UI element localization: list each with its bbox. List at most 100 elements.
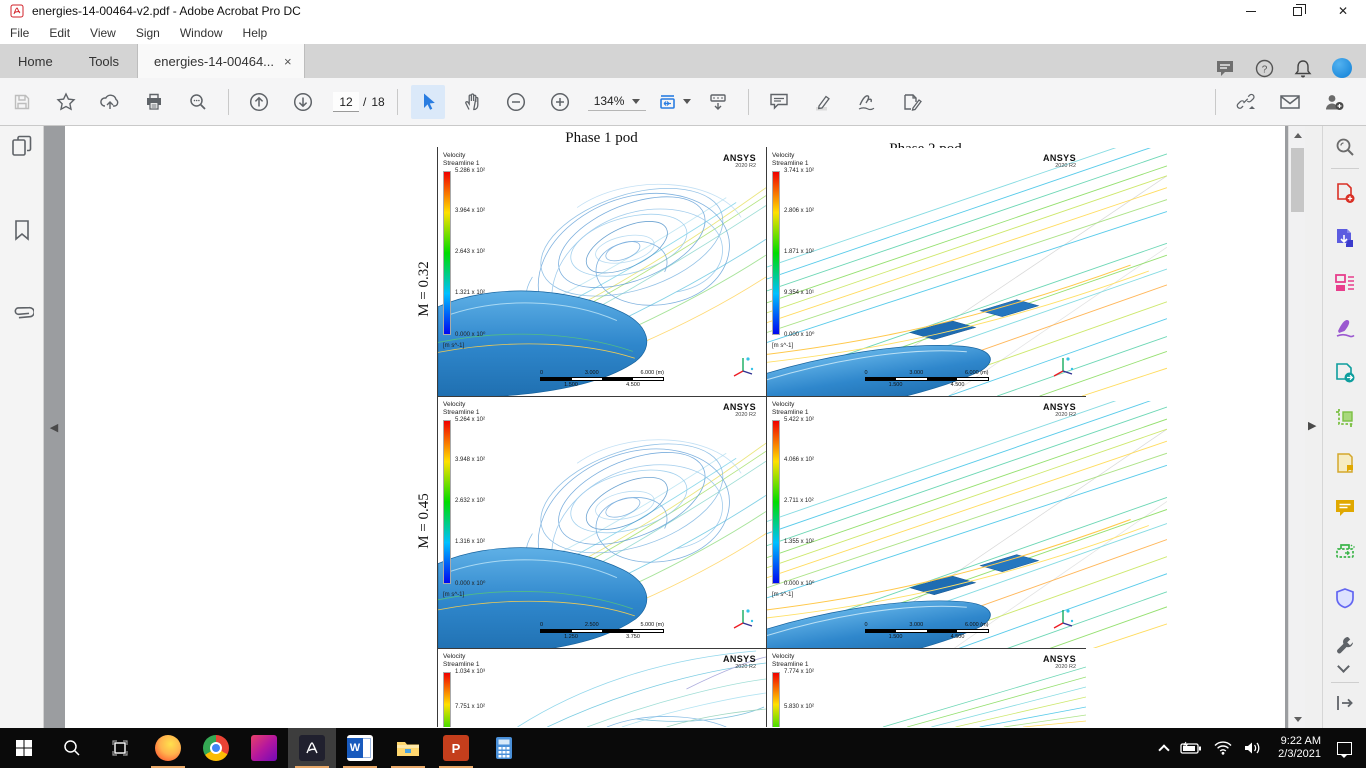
colorbar <box>772 170 780 335</box>
comment-note-button[interactable] <box>762 85 796 119</box>
print-button[interactable] <box>137 85 171 119</box>
zoom-out-button[interactable] <box>499 85 533 119</box>
colorbar-tick: 7.751 x 10² <box>455 703 486 710</box>
tab-tools[interactable]: Tools <box>88 53 120 69</box>
taskbar-word[interactable]: W <box>336 728 384 768</box>
legend-title: Velocity Streamline 1 <box>443 653 480 668</box>
zoom-in-button[interactable] <box>543 85 577 119</box>
taskbar-powerpoint[interactable]: P <box>432 728 480 768</box>
star-button[interactable] <box>49 85 83 119</box>
highlight-button[interactable] <box>806 85 840 119</box>
wifi-icon[interactable] <box>1214 741 1232 755</box>
bookmarks-icon[interactable] <box>10 218 34 242</box>
taskbar-search-button[interactable] <box>48 728 96 768</box>
colorbar-tick: 2.806 x 10² <box>784 208 815 215</box>
export-pdf-icon[interactable] <box>1334 227 1356 249</box>
start-button[interactable] <box>0 728 48 768</box>
create-pdf-icon[interactable] <box>1334 182 1356 204</box>
protect-shield-icon[interactable] <box>1334 587 1356 609</box>
ansys-logo: ANSYS 2020 R2 <box>1042 153 1076 170</box>
windows-logo-icon <box>16 740 32 756</box>
menu-view[interactable]: View <box>90 26 116 40</box>
stamp-comment-icon[interactable] <box>1334 497 1356 519</box>
scan-ocr-icon[interactable] <box>1334 542 1356 564</box>
attachments-paperclip-icon[interactable] <box>10 302 34 326</box>
close-button[interactable]: ✕ <box>1337 4 1349 18</box>
sign-button[interactable] <box>850 85 884 119</box>
find-tool-icon[interactable] <box>1334 136 1356 158</box>
tray-chevron-up-icon[interactable] <box>1158 744 1170 756</box>
find-button[interactable] <box>181 85 215 119</box>
window-title: energies-14-00464-v2.pdf - Adobe Acrobat… <box>32 4 301 18</box>
battery-icon[interactable] <box>1180 741 1202 755</box>
save-button[interactable] <box>5 85 39 119</box>
taskbar-acrobat[interactable] <box>288 728 336 768</box>
scroll-up-arrow[interactable] <box>1289 126 1306 144</box>
notifications-bell-icon[interactable] <box>1294 59 1312 78</box>
organize-pages-icon[interactable] <box>1334 272 1356 294</box>
edit-pdf-crop-icon[interactable] <box>1334 407 1356 429</box>
previous-page-arrow[interactable]: ◀ <box>49 422 59 434</box>
menu-edit[interactable]: Edit <box>49 26 71 40</box>
taskbar-calculator[interactable] <box>480 728 528 768</box>
fill-sign-icon[interactable] <box>1334 452 1356 474</box>
action-center-icon[interactable] <box>1337 741 1352 758</box>
ansys-logo: ANSYS 2020 R2 <box>1042 654 1076 671</box>
streamline-plot <box>767 649 1086 727</box>
minimize-button[interactable] <box>1228 0 1274 22</box>
figure-grid-line <box>766 147 767 727</box>
previous-page-button[interactable] <box>242 85 276 119</box>
task-view-button[interactable] <box>96 728 144 768</box>
scrollbar-thumb[interactable] <box>1291 148 1304 212</box>
help-icon[interactable]: ? <box>1255 59 1274 78</box>
taskbar-chrome[interactable] <box>192 728 240 768</box>
zoom-level-dropdown[interactable]: 134% <box>587 92 647 111</box>
left-nav-pane <box>0 126 44 728</box>
colorbar <box>772 671 780 727</box>
feedback-icon[interactable] <box>1215 59 1235 77</box>
volume-icon[interactable] <box>1244 741 1262 755</box>
tab-home[interactable]: Home <box>18 53 53 69</box>
hand-tool-button[interactable] <box>455 85 489 119</box>
comment-tool-icon[interactable] <box>1334 317 1356 339</box>
chevron-down-icon[interactable] <box>1337 660 1350 673</box>
share-link-button[interactable] <box>1229 85 1263 119</box>
next-page-button[interactable] <box>286 85 320 119</box>
tab-close-icon[interactable]: × <box>284 53 292 69</box>
colorbar-tick: 4.066 x 10² <box>784 457 815 464</box>
tab-document[interactable]: energies-14-00464... × <box>137 44 305 78</box>
cfd-panel-phase2-m032: Velocity Streamline 1 3.741 x 10² 2.806 … <box>767 148 1086 396</box>
ansys-logo: ANSYS 2020 R2 <box>722 654 756 671</box>
taskbar-creative-cloud[interactable] <box>240 728 288 768</box>
legend-units: [m s^-1] <box>443 591 465 598</box>
scroll-down-arrow[interactable] <box>1289 710 1306 728</box>
share-pdf-icon[interactable] <box>1334 362 1356 384</box>
menu-file[interactable]: File <box>10 26 30 40</box>
select-tool-button[interactable] <box>410 84 445 119</box>
menu-window[interactable]: Window <box>179 26 223 40</box>
vertical-scrollbar[interactable] <box>1288 126 1305 728</box>
share-cloud-button[interactable] <box>93 85 127 119</box>
firefox-icon <box>155 735 181 761</box>
page-display-button[interactable] <box>701 85 735 119</box>
taskbar-file-explorer[interactable] <box>384 728 432 768</box>
document-canvas[interactable]: ◀ Phase 1 pod Phase 2 pod M = 0.32 M = 0… <box>44 126 1288 728</box>
menu-help[interactable]: Help <box>242 26 268 40</box>
share-people-button[interactable] <box>1317 85 1351 119</box>
account-avatar[interactable] <box>1332 58 1352 78</box>
restore-button[interactable] <box>1274 0 1320 22</box>
taskbar-clock[interactable]: 9:22 AM 2/3/2021 <box>1274 735 1325 761</box>
menu-sign[interactable]: Sign <box>135 26 160 40</box>
colorbar <box>443 419 451 584</box>
email-button[interactable] <box>1273 85 1307 119</box>
cfd-panel-phase2-m045: Velocity Streamline 1 5.422 x 10² 4.066 … <box>767 397 1086 648</box>
edit-pdf-button[interactable] <box>894 85 928 119</box>
more-tools-wrench-icon[interactable] <box>1334 634 1356 656</box>
page-thumbnails-icon[interactable] <box>10 134 34 158</box>
taskbar-firefox[interactable] <box>144 728 192 768</box>
streamline-plot <box>438 148 766 396</box>
collapse-panel-icon[interactable] <box>1334 692 1356 714</box>
next-page-arrow[interactable]: ▶ <box>1308 420 1317 432</box>
page-number-input[interactable]: 12 <box>333 91 359 112</box>
fit-width-button[interactable] <box>657 85 692 119</box>
